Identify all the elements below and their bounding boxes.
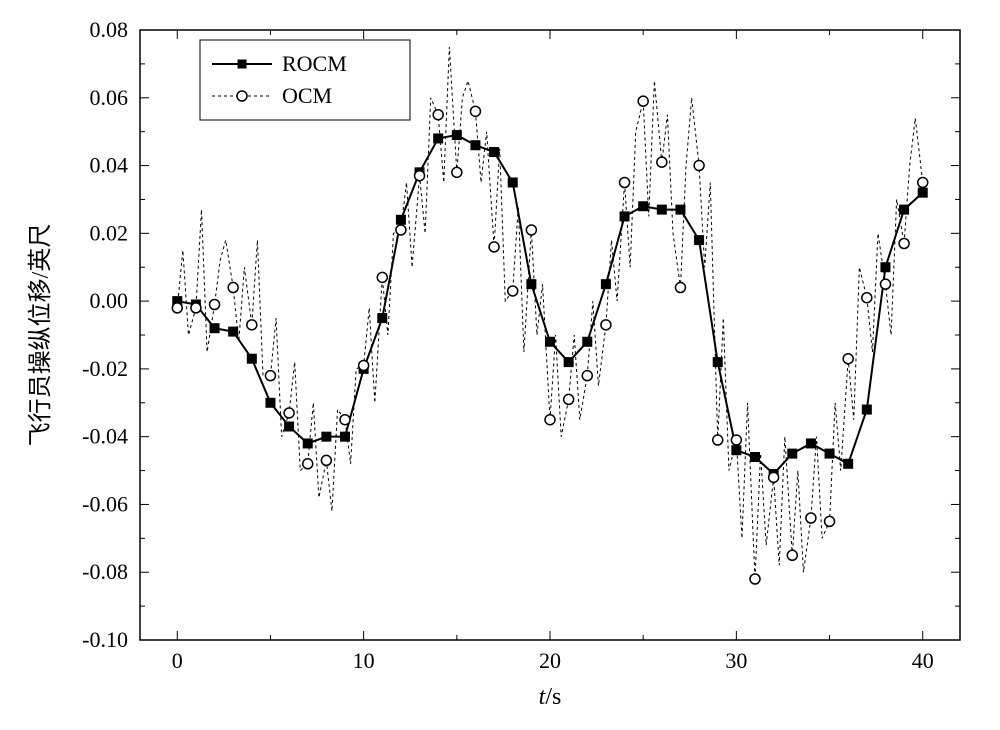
y-tick-label: 0.06 — [90, 85, 129, 110]
rocm-marker — [546, 337, 555, 346]
rocm-marker — [806, 439, 815, 448]
ocm-marker — [452, 167, 462, 177]
rocm-marker — [285, 422, 294, 431]
rocm-marker — [378, 314, 387, 323]
rocm-marker — [695, 236, 704, 245]
rocm-marker — [620, 212, 629, 221]
x-tick-label: 10 — [353, 648, 375, 673]
ocm-marker — [582, 371, 592, 381]
x-tick-label: 30 — [725, 648, 747, 673]
x-tick-label: 20 — [539, 648, 561, 673]
ocm-marker — [284, 408, 294, 418]
y-tick-label: 0.00 — [90, 288, 129, 313]
x-tick-label: 0 — [172, 648, 183, 673]
legend-label-ocm: OCM — [282, 83, 332, 108]
chart-container: 0 10 20 30 40 -0.10 -0.08 -0.06 -0.04 -0.02 0.00 0.… — [0, 0, 1000, 730]
y-axis-label: 飞行员操纵位移/英尺 — [27, 224, 54, 447]
ocm-marker — [899, 239, 909, 249]
ocm-marker — [750, 574, 760, 584]
rocm-marker — [732, 446, 741, 455]
ocm-marker — [564, 394, 574, 404]
ocm-marker — [713, 435, 723, 445]
rocm-marker — [527, 280, 536, 289]
x-tick-label: 40 — [912, 648, 934, 673]
ocm-marker — [825, 516, 835, 526]
y-tick-label: -0.06 — [82, 491, 128, 516]
legend-label-rocm: ROCM — [282, 51, 347, 76]
rocm-marker — [825, 449, 834, 458]
rocm-marker — [322, 432, 331, 441]
ocm-marker — [787, 550, 797, 560]
rocm-marker — [583, 337, 592, 346]
rocm-marker — [676, 205, 685, 214]
ocm-marker — [172, 303, 182, 313]
rocm-marker — [601, 280, 610, 289]
ocm-marker — [508, 286, 518, 296]
y-tick-label: -0.10 — [82, 627, 128, 652]
ocm-marker — [694, 161, 704, 171]
rocm-marker — [471, 141, 480, 150]
ocm-marker — [470, 106, 480, 116]
ocm-marker — [638, 96, 648, 106]
rocm-marker — [229, 327, 238, 336]
ocm-marker — [303, 459, 313, 469]
rocm-marker — [266, 398, 275, 407]
x-axis-label: t/s — [539, 684, 562, 710]
rocm-marker — [210, 324, 219, 333]
rocm-marker — [303, 439, 312, 448]
ocm-marker — [769, 472, 779, 482]
rocm-marker — [657, 205, 666, 214]
rocm-marker — [452, 131, 461, 140]
rocm-marker — [713, 358, 722, 367]
y-tick-label: -0.08 — [82, 559, 128, 584]
ocm-marker — [396, 225, 406, 235]
y-tick-label: 0.02 — [90, 220, 129, 245]
ocm-marker — [657, 157, 667, 167]
ocm-marker — [880, 279, 890, 289]
rocm-marker — [751, 453, 760, 462]
rocm-marker — [490, 148, 499, 157]
ocm-marker — [918, 178, 928, 188]
rocm-marker — [862, 405, 871, 414]
ocm-marker — [210, 300, 220, 310]
rocm-marker — [639, 202, 648, 211]
rocm-marker — [434, 134, 443, 143]
rocm-marker — [900, 205, 909, 214]
ocm-marker — [377, 272, 387, 282]
ocm-marker — [340, 415, 350, 425]
ocm-marker — [526, 225, 536, 235]
rocm-marker — [247, 354, 256, 363]
ocm-marker — [545, 415, 555, 425]
rocm-marker — [396, 215, 405, 224]
ocm-marker — [489, 242, 499, 252]
ocm-marker — [843, 354, 853, 364]
ocm-marker — [601, 320, 611, 330]
plot-background — [0, 0, 1000, 730]
rocm-marker — [844, 459, 853, 468]
ocm-marker — [862, 293, 872, 303]
y-tick-label: 0.08 — [90, 17, 129, 42]
rocm-marker — [918, 188, 927, 197]
ocm-marker — [228, 283, 238, 293]
ocm-marker — [806, 513, 816, 523]
ocm-marker — [731, 435, 741, 445]
ocm-marker — [433, 110, 443, 120]
ocm-marker — [247, 320, 257, 330]
rocm-marker — [788, 449, 797, 458]
rocm-marker — [881, 263, 890, 272]
ocm-marker — [191, 303, 201, 313]
rocm-marker — [564, 358, 573, 367]
rocm-marker — [341, 432, 350, 441]
ocm-marker — [620, 178, 630, 188]
chart-svg: 0 10 20 30 40 -0.10 -0.08 -0.06 -0.04 -0.02 0.00 0.… — [0, 0, 1000, 730]
ocm-marker — [265, 371, 275, 381]
y-tick-label: -0.02 — [82, 356, 128, 381]
rocm-marker — [508, 178, 517, 187]
ocm-marker — [321, 455, 331, 465]
y-tick-label: -0.04 — [82, 424, 128, 449]
ocm-marker — [675, 283, 685, 293]
ocm-marker — [359, 361, 369, 371]
y-tick-label: 0.04 — [90, 153, 129, 178]
ocm-marker — [415, 171, 425, 181]
